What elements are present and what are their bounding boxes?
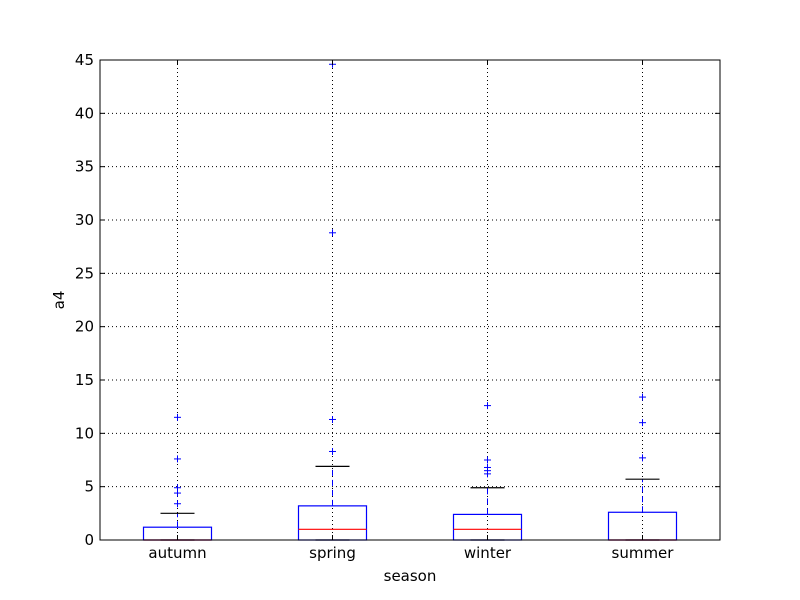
box-summer [607,393,678,541]
y-tick-label: 35 [75,158,94,176]
flier-point [639,419,646,427]
flier-point [329,229,336,237]
flier-point [484,463,491,471]
flier-point [639,393,646,401]
flier-point [484,456,491,464]
x-tick-label: winter [464,544,512,562]
y-tick-label: 0 [84,531,94,549]
y-tick-label: 40 [75,104,94,122]
grid-lines [100,60,720,540]
plot-frame [99,59,721,541]
flier-point [174,413,181,421]
flier-point [174,484,181,492]
iqr-box [297,505,368,541]
y-tick-label: 15 [75,371,94,389]
y-axis-label: a4 [50,291,68,310]
flier-point [329,447,336,455]
flier-point [329,415,336,423]
box-plot-marks [142,60,678,541]
flier-point [174,455,181,463]
box-winter [452,402,523,541]
y-tick-label: 30 [75,211,94,229]
flier-point [484,402,491,410]
flier-point [174,500,181,508]
x-axis-label: season [384,567,437,585]
x-tick-label: summer [612,544,675,562]
y-tick-label: 10 [75,424,94,442]
x-tick-label: spring [309,544,356,562]
y-tick-label: 45 [75,51,94,69]
axis-ticks: 0 5 10 15 20 25 30 35 40 45 autumn spring winter summ… [75,51,720,562]
y-tick-label: 5 [84,478,94,496]
x-tick-label: autumn [148,544,206,562]
flier-point [639,454,646,462]
y-tick-label: 20 [75,318,94,336]
y-tick-label: 25 [75,264,94,282]
